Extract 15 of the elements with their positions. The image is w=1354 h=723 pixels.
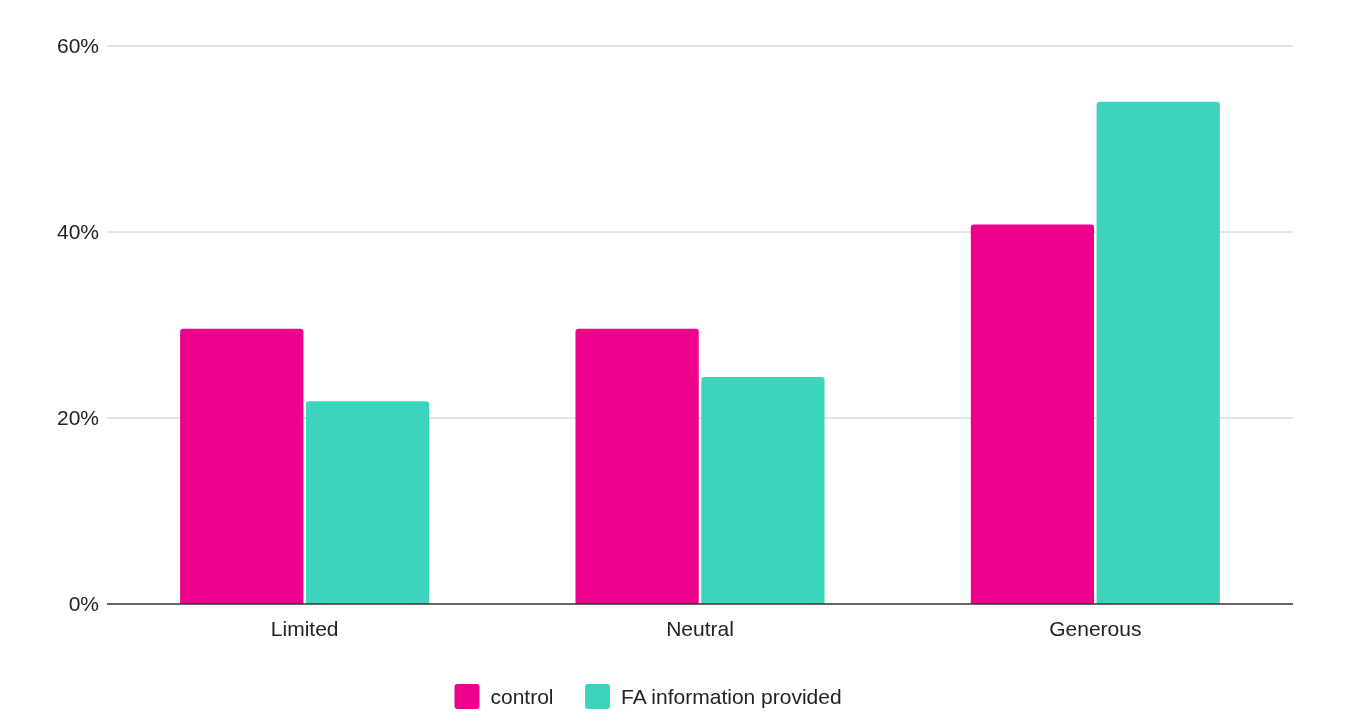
x-tick-label: Neutral (666, 617, 734, 640)
y-tick-label: 60% (56, 34, 99, 58)
bar (305, 401, 430, 604)
y-tick-label: 40% (56, 220, 99, 244)
x-tick-label: Limited (270, 617, 339, 640)
bar (1096, 101, 1220, 604)
bar (701, 377, 825, 604)
legend-label: FA information provided (621, 685, 842, 709)
bar (575, 328, 699, 604)
bar (970, 224, 1095, 604)
legend-label: control (490, 685, 554, 709)
y-tick-label: 20% (56, 406, 99, 430)
x-tick-label: Generous (1049, 617, 1142, 640)
bar (180, 328, 304, 604)
y-tick-label: 0% (68, 592, 99, 616)
